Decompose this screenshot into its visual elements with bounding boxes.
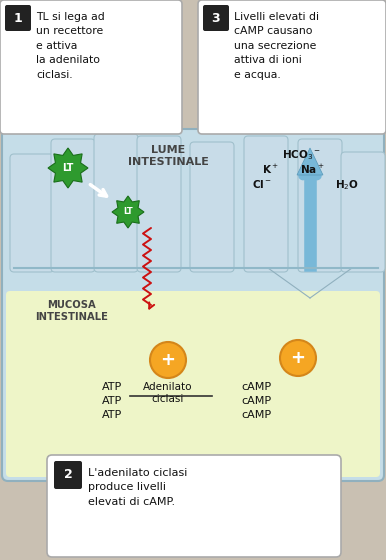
FancyBboxPatch shape	[198, 0, 386, 134]
Text: H$_2$O: H$_2$O	[335, 178, 359, 192]
Text: K$^+$: K$^+$	[262, 163, 279, 176]
Text: Livelli elevati di
cAMP causano
una secrezione
attiva di ioni
e acqua.: Livelli elevati di cAMP causano una secr…	[234, 12, 319, 80]
FancyBboxPatch shape	[94, 134, 138, 272]
Text: Na$^+$: Na$^+$	[300, 163, 325, 176]
FancyBboxPatch shape	[203, 5, 229, 31]
Text: LT: LT	[62, 163, 74, 173]
Circle shape	[280, 340, 316, 376]
Circle shape	[150, 342, 186, 378]
Text: LUME
INTESTINALE: LUME INTESTINALE	[127, 145, 208, 167]
Polygon shape	[112, 196, 144, 228]
FancyBboxPatch shape	[298, 139, 342, 272]
FancyBboxPatch shape	[2, 129, 384, 481]
FancyBboxPatch shape	[244, 136, 288, 272]
Text: +: +	[291, 349, 305, 367]
FancyBboxPatch shape	[0, 0, 182, 134]
Text: cAMP
cAMP
cAMP: cAMP cAMP cAMP	[241, 382, 271, 420]
Text: 2: 2	[64, 469, 73, 482]
Text: LT: LT	[123, 208, 133, 217]
Text: 3: 3	[212, 12, 220, 25]
FancyBboxPatch shape	[54, 461, 82, 489]
FancyBboxPatch shape	[47, 455, 341, 557]
Text: L'adenilato ciclasi
produce livelli
elevati di cAMP.: L'adenilato ciclasi produce livelli elev…	[88, 468, 187, 507]
Polygon shape	[48, 148, 88, 188]
Text: +: +	[161, 351, 176, 369]
Polygon shape	[297, 148, 323, 175]
Text: Adenilato
ciclasi: Adenilato ciclasi	[143, 382, 193, 404]
Text: Cl$^-$: Cl$^-$	[252, 178, 272, 190]
FancyBboxPatch shape	[190, 142, 234, 272]
Text: TL si lega ad
un recettore
e attiva
la adenilato
ciclasi.: TL si lega ad un recettore e attiva la a…	[36, 12, 105, 80]
FancyBboxPatch shape	[137, 136, 181, 272]
Text: ATP
ATP
ATP: ATP ATP ATP	[102, 382, 122, 420]
FancyBboxPatch shape	[341, 152, 385, 272]
FancyBboxPatch shape	[51, 139, 95, 272]
FancyBboxPatch shape	[5, 5, 31, 31]
Text: MUCOSA
INTESTINALE: MUCOSA INTESTINALE	[36, 300, 108, 323]
Text: 1: 1	[14, 12, 22, 25]
FancyBboxPatch shape	[6, 291, 380, 477]
FancyBboxPatch shape	[10, 154, 54, 272]
Text: HCO$_3$$^-$: HCO$_3$$^-$	[282, 148, 321, 162]
